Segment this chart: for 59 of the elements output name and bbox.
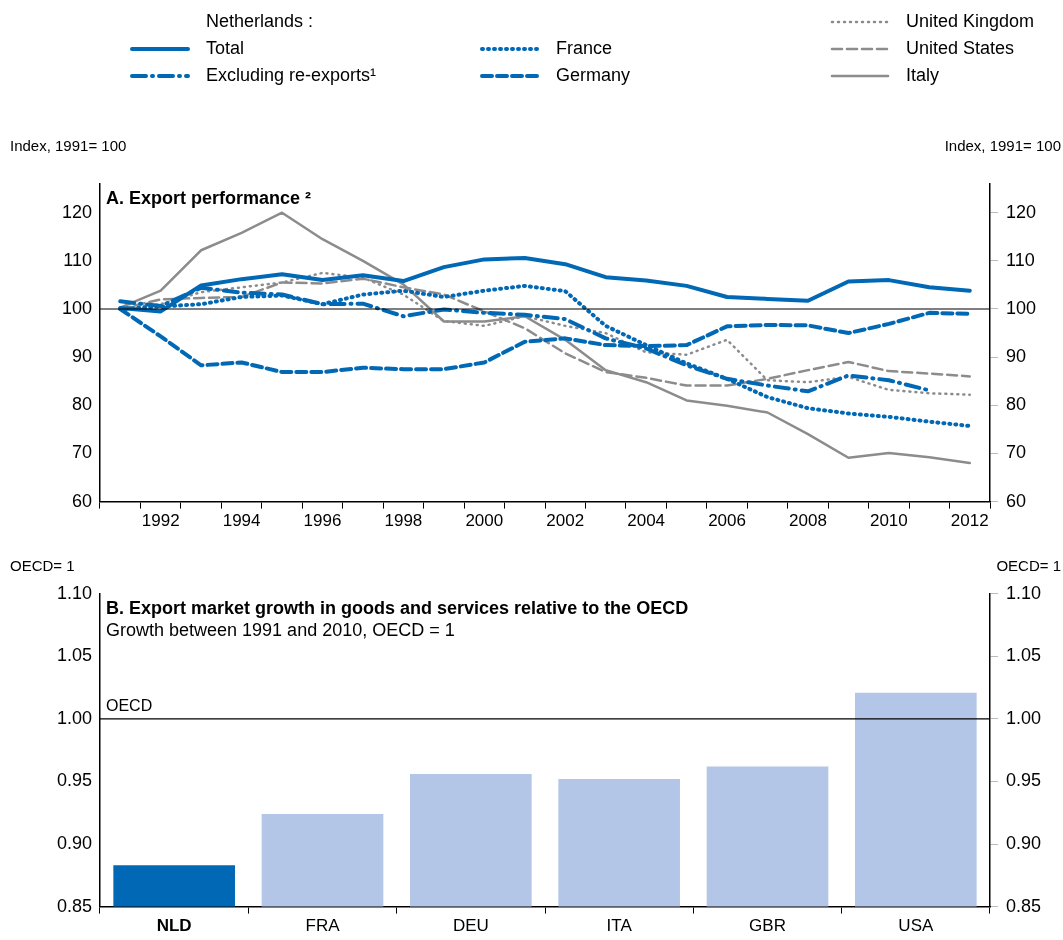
x-tick-label: DEU	[452, 916, 489, 936]
y-tick-label: 80	[71, 394, 92, 415]
legend-label: Excluding re-exports¹	[206, 65, 377, 86]
chart-title: B. Export market growth in goods and services relative to the OECD	[106, 597, 689, 618]
y2-tick-label: 1.00	[1006, 707, 1042, 728]
y2-tick-label: 100	[1006, 297, 1037, 318]
y2-tick-label: 70	[1006, 442, 1027, 463]
legend-label: Germany	[556, 65, 631, 86]
x-tick-label: ITA	[606, 916, 633, 936]
y-tick-label: 1.05	[56, 645, 92, 666]
legend-label: Total	[206, 38, 245, 59]
x-tick-label: 1992	[141, 511, 180, 531]
legend-label: France	[556, 38, 613, 59]
y-tick-label: 120	[61, 201, 92, 222]
legend-label: United Kingdom	[906, 11, 1035, 32]
x-tick-label: 2002	[546, 511, 585, 531]
y-tick-label: 60	[71, 490, 92, 511]
x-tick-label: FRA	[305, 916, 341, 936]
y-tick-label: 90	[71, 346, 92, 367]
y2-tick-label: 0.95	[1006, 770, 1042, 791]
ref-line-label: OECD	[106, 697, 153, 715]
y-tick-label: 1.10	[56, 582, 92, 603]
y2-tick-label: 1.10	[1006, 582, 1042, 603]
x-tick-label: NLD	[156, 916, 192, 936]
x-tick-label: 2012	[950, 511, 989, 531]
y-axis-title: OECD= 1	[10, 557, 75, 574]
y2-tick-label: 0.85	[1006, 895, 1042, 916]
x-tick-label: 2000	[465, 511, 504, 531]
y2-axis-title: Index, 1991= 100	[944, 137, 1061, 154]
text: Growth between 1991 and 2010, OECD = 1	[106, 619, 455, 640]
x-tick-label: 1998	[384, 511, 423, 531]
y-tick-label: 100	[61, 297, 92, 318]
y2-tick-label: 80	[1006, 394, 1027, 415]
x-tick-label: 2008	[789, 511, 827, 531]
legend-label: United States	[906, 38, 1015, 59]
y2-tick-label: 60	[1006, 490, 1027, 511]
y2-tick-label: 90	[1006, 346, 1027, 367]
y-tick-label: 70	[71, 442, 92, 463]
x-tick-label: USA	[898, 916, 934, 936]
y-tick-label: 1.00	[56, 707, 92, 728]
y-axis-title: Index, 1991= 100	[10, 137, 127, 154]
x-tick-label: 2010	[869, 511, 908, 531]
y2-tick-label: 110	[1006, 249, 1035, 270]
y2-axis-title: OECD= 1	[996, 557, 1061, 574]
chart-title: A. Export performance ²	[106, 187, 312, 208]
y2-tick-label: 1.05	[1006, 645, 1042, 666]
x-tick-label: 2004	[627, 511, 666, 531]
y-tick-label: 0.85	[56, 895, 92, 916]
y2-tick-label: 0.90	[1006, 833, 1042, 854]
x-tick-label: GBR	[749, 916, 786, 936]
y-tick-label: 0.90	[56, 833, 92, 854]
y-tick-label: 0.95	[56, 770, 92, 791]
legend-title: Netherlands :	[205, 10, 315, 33]
x-tick-label: 2006	[708, 511, 746, 531]
y-tick-label: 110	[63, 249, 92, 270]
x-tick-label: 1996	[303, 511, 342, 531]
legend-label: Italy	[906, 65, 940, 86]
y2-tick-label: 120	[1006, 201, 1037, 222]
x-tick-label: 1994	[222, 511, 261, 531]
